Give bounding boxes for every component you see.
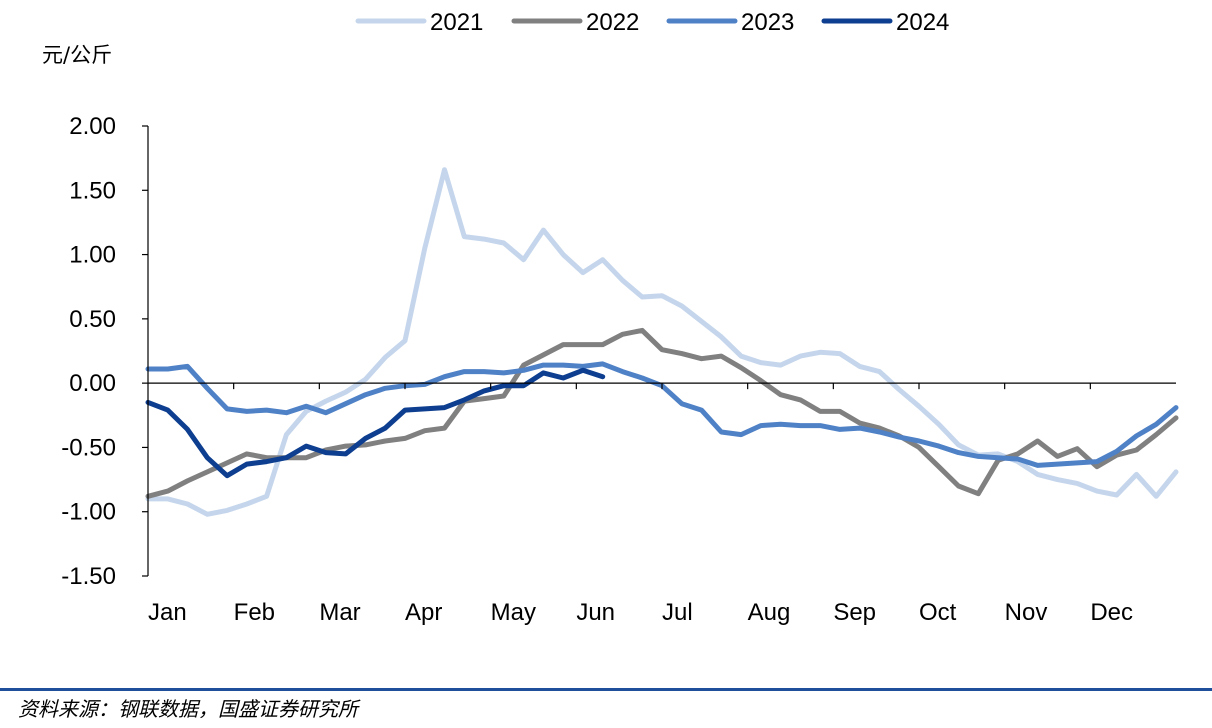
series-layer bbox=[145, 167, 1179, 517]
x-tick-label: Mar bbox=[319, 599, 360, 626]
x-tick-label: Oct bbox=[919, 599, 957, 626]
x-tick-label: Jan bbox=[148, 599, 187, 626]
x-tick-label: May bbox=[491, 599, 536, 626]
legend-label-2021: 2021 bbox=[430, 9, 483, 36]
y-tick-label: 2.00 bbox=[69, 113, 116, 140]
y-tick-label: 1.50 bbox=[69, 177, 116, 204]
y-tick-label: -1.50 bbox=[61, 563, 116, 590]
y-tick-label: 0.00 bbox=[69, 370, 116, 397]
footer-rule bbox=[0, 688, 1212, 691]
x-tick-label: Apr bbox=[405, 599, 442, 626]
source-note: 资料来源：钢联数据，国盛证券研究所 bbox=[18, 697, 361, 721]
y-tick-label: -1.00 bbox=[61, 499, 116, 526]
legend-label-2023: 2023 bbox=[741, 9, 794, 36]
y-tick-label: 0.50 bbox=[69, 306, 116, 333]
x-tick-label: Feb bbox=[234, 599, 275, 626]
legend: 2021 2022 2023 2024 bbox=[355, 9, 949, 36]
x-tick-label: Sep bbox=[833, 599, 876, 626]
x-axis-ticks: Jan Feb Mar Apr May Jun Jul Aug Sep Oct Nov Dec bbox=[148, 383, 1133, 626]
legend-label-2024: 2024 bbox=[896, 9, 949, 36]
x-tick-label: Aug bbox=[748, 599, 791, 626]
series-line-2024 bbox=[145, 367, 606, 479]
x-tick-label: Jul bbox=[662, 599, 693, 626]
legend-label-2022: 2022 bbox=[586, 9, 639, 36]
y-axis-ticks: 2.00 1.50 1.00 0.50 0.00 -0.50 -1.00 -1.50 bbox=[61, 113, 148, 590]
x-tick-label: Nov bbox=[1005, 599, 1048, 626]
y-tick-label: 1.00 bbox=[69, 242, 116, 269]
y-axis-unit-label: 元/公斤 bbox=[42, 43, 112, 67]
y-tick-label: -0.50 bbox=[61, 434, 116, 461]
x-tick-label: Dec bbox=[1090, 599, 1133, 626]
x-tick-label: Jun bbox=[576, 599, 615, 626]
